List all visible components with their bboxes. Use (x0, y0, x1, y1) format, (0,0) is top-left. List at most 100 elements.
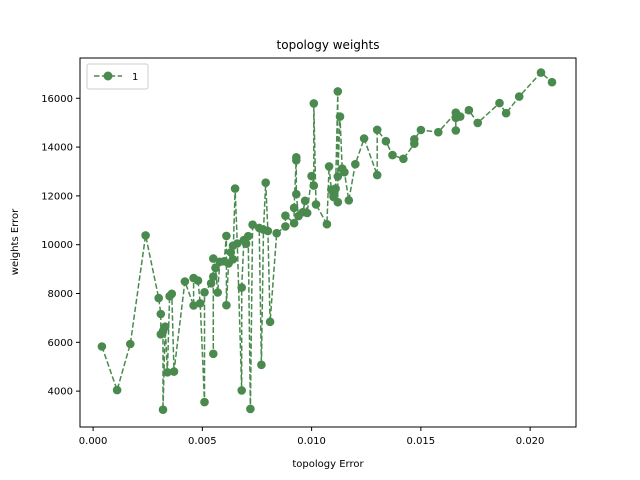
data-point-53 (289, 218, 299, 228)
data-point-18 (195, 299, 205, 308)
y-tick-label: 4000 (48, 387, 73, 398)
data-point-77 (340, 167, 349, 177)
data-point-71 (331, 184, 340, 193)
data-point-79 (351, 159, 360, 169)
data-point-82 (372, 125, 382, 135)
data-point-41 (243, 231, 253, 241)
data-point-26 (213, 288, 222, 297)
data-point-22 (209, 272, 218, 282)
data-point-3 (141, 231, 150, 240)
data-point-84 (388, 150, 397, 160)
x-tick-label: 0.020 (516, 436, 545, 447)
data-point-67 (324, 162, 334, 171)
data-point-32 (226, 248, 236, 257)
data-point-25 (211, 263, 220, 273)
data-point-100 (547, 77, 557, 87)
chart-title: topology weights (277, 38, 380, 52)
data-point-72 (333, 87, 343, 96)
data-point-74 (333, 172, 343, 181)
data-point-65 (311, 200, 321, 209)
data-point-38 (237, 283, 246, 292)
data-point-20 (200, 288, 209, 297)
data-point-42 (246, 404, 255, 414)
data-point-15 (189, 301, 198, 310)
y-tick-label: 16000 (41, 94, 73, 105)
data-point-8 (158, 405, 168, 415)
data-point-99 (536, 68, 546, 77)
y-tick-label: 14000 (41, 143, 73, 154)
data-point-30 (222, 300, 231, 310)
data-point-95 (473, 118, 483, 128)
data-point-5 (156, 309, 166, 319)
data-point-14 (180, 277, 190, 286)
data-point-0 (97, 342, 107, 351)
data-point-51 (281, 222, 290, 231)
data-point-34 (228, 254, 238, 264)
data-point-93 (455, 112, 465, 121)
data-point-66 (322, 219, 332, 229)
data-point-62 (307, 171, 316, 181)
y-tick-label: 6000 (48, 338, 73, 349)
data-point-57 (292, 189, 301, 199)
data-point-35 (230, 184, 240, 193)
data-point-21 (206, 279, 216, 288)
data-point-50 (272, 228, 282, 238)
data-point-91 (451, 126, 461, 135)
x-tick-label: 0.005 (188, 436, 217, 447)
data-point-96 (495, 98, 504, 108)
data-point-75 (335, 112, 345, 121)
data-point-40 (241, 239, 251, 248)
data-point-47 (261, 178, 271, 187)
x-axis-title: topology Error (292, 459, 364, 470)
data-point-64 (309, 99, 319, 108)
data-point-29 (222, 231, 231, 241)
data-point-78 (344, 196, 354, 205)
data-point-97 (501, 108, 511, 118)
data-point-48 (263, 226, 273, 236)
data-point-60 (300, 196, 310, 206)
data-point-94 (464, 105, 474, 115)
data-point-24 (209, 254, 218, 263)
data-point-56 (292, 156, 301, 165)
data-point-9 (160, 322, 170, 332)
data-point-12 (167, 289, 177, 299)
legend-label: 1 (132, 72, 138, 83)
legend-box (86, 63, 149, 90)
x-tick-label: 0.010 (297, 436, 326, 447)
data-point-52 (281, 211, 290, 220)
axes: 0.000 0.005 0.010 0.015 0.020 4000 6000 8000 100… (41, 57, 577, 447)
data-point-19 (200, 397, 209, 407)
data-point-83 (381, 136, 391, 146)
data-point-23 (209, 349, 218, 359)
y-axis-title: weights Error (10, 208, 21, 275)
data-point-13 (169, 367, 179, 376)
axes-frame (79, 57, 577, 428)
data-point-37 (237, 386, 246, 395)
x-tick-label: 0.000 (79, 436, 108, 447)
data-point-1 (112, 385, 122, 395)
x-tick-label: 0.015 (407, 436, 436, 447)
data-point-81 (372, 170, 382, 180)
data-point-63 (309, 181, 319, 190)
data-point-10 (163, 368, 172, 377)
y-tick-label: 10000 (41, 240, 73, 251)
legend: 1 (86, 63, 149, 90)
data-point-17 (193, 276, 203, 285)
y-tick-label: 8000 (48, 289, 73, 300)
plot-area (97, 68, 557, 415)
data-point-43 (248, 220, 257, 229)
legend-marker (103, 71, 113, 81)
data-point-89 (434, 127, 443, 137)
data-point-2 (126, 339, 135, 349)
series-line-0 (101, 71, 553, 411)
y-tick-label: 12000 (41, 191, 73, 202)
data-point-98 (514, 92, 524, 101)
data-point-88 (416, 125, 426, 135)
data-point-4 (154, 293, 163, 303)
data-point-80 (359, 134, 369, 143)
data-point-73 (333, 197, 343, 207)
data-point-87 (410, 135, 419, 144)
data-point-45 (257, 360, 266, 370)
data-point-85 (399, 154, 408, 164)
